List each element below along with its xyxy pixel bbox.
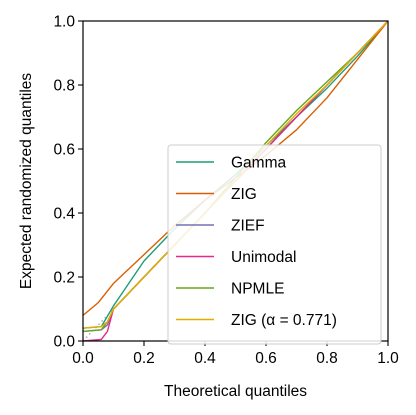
legend-box <box>167 144 382 345</box>
legend: Gamma ZIG ZIEF Unimodal NPMLE ZIG (α = 0.771) <box>167 144 382 345</box>
series-layer <box>82 20 389 342</box>
y-tick-label: 0.4 <box>53 206 75 223</box>
x-axis: 0.0 0.2 0.4 0.6 0.8 1.0 <box>72 341 399 367</box>
x-tick-label: 0.2 <box>133 350 155 367</box>
x-tick-label: 1.0 <box>377 350 399 367</box>
legend-label: NPMLE <box>231 281 284 298</box>
y-tick-label: 0.2 <box>53 270 75 287</box>
legend-label: Gamma <box>231 155 287 172</box>
y-axis: 0.0 0.2 0.4 0.6 0.8 1.0 <box>53 14 83 351</box>
legend-item: NPMLE <box>176 281 284 298</box>
y-tick-label: 0.8 <box>53 78 75 95</box>
x-tick-label: 0.6 <box>255 350 277 367</box>
legend-item: ZIG (α = 0.771) <box>176 312 337 329</box>
x-tick-label: 0.8 <box>316 350 338 367</box>
legend-label: ZIEF <box>231 218 265 235</box>
legend-label: Unimodal <box>231 249 296 266</box>
y-axis-title: Expected randomized quantiles <box>18 73 35 290</box>
y-tick-label: 1.0 <box>53 14 75 31</box>
legend-label: ZIG (α = 0.771) <box>231 312 337 329</box>
legend-item: Gamma <box>176 155 287 172</box>
y-tick-label: 0.0 <box>53 334 75 351</box>
legend-item: ZIG <box>176 186 257 203</box>
legend-item: Unimodal <box>176 249 296 266</box>
x-axis-title: Theoretical quantiles <box>164 383 307 400</box>
legend-label: ZIG <box>231 186 257 203</box>
x-tick-label: 0.0 <box>72 350 94 367</box>
legend-item: ZIEF <box>176 218 265 235</box>
y-tick-label: 0.6 <box>53 142 75 159</box>
x-tick-label: 0.4 <box>194 350 216 367</box>
